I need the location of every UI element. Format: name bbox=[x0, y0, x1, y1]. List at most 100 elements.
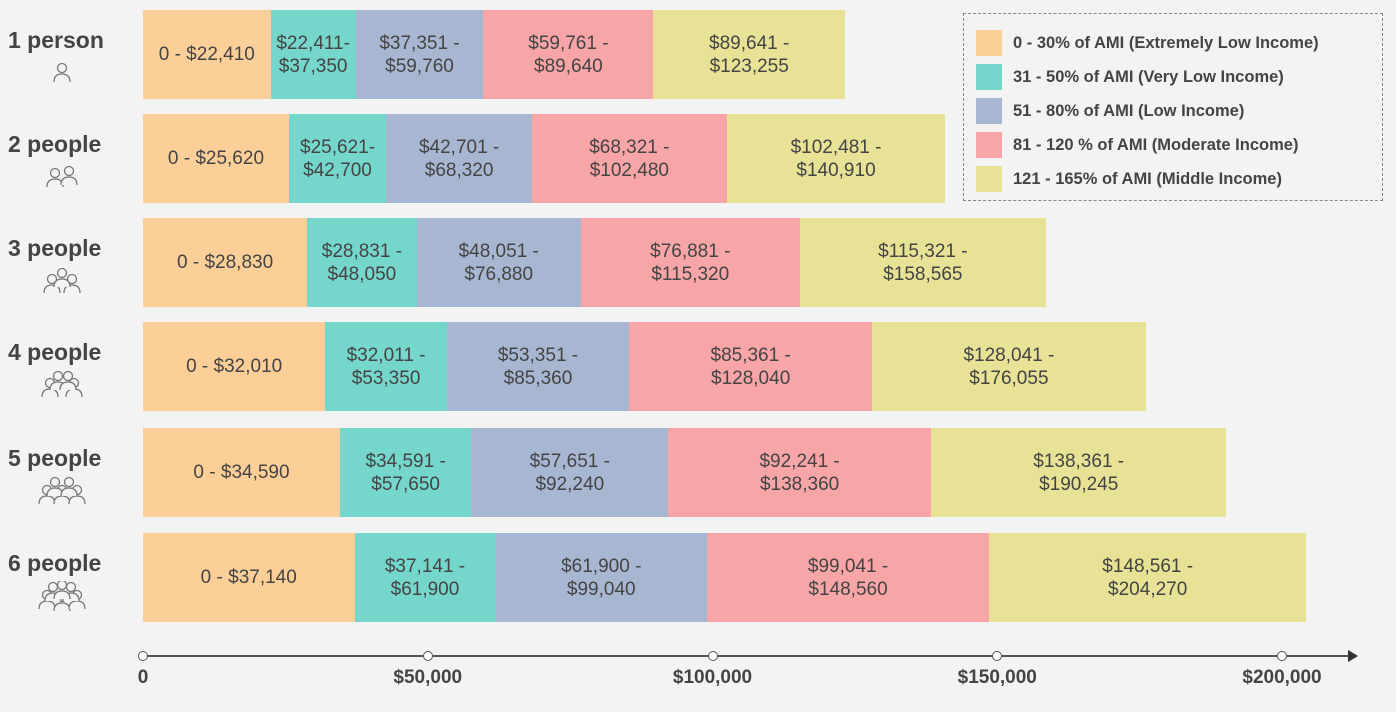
bar-segment: $128,041 - $176,055 bbox=[872, 322, 1146, 411]
people-2-icon bbox=[34, 162, 133, 197]
bar-segment-label: $85,361 - $128,040 bbox=[710, 344, 791, 389]
bar-segment-label: $53,351 - $85,360 bbox=[497, 344, 579, 389]
legend-label: 81 - 120 % of AMI (Moderate Income) bbox=[1013, 135, 1299, 154]
bar-segment-label: $68,321 - $102,480 bbox=[589, 136, 670, 181]
x-tick-mark bbox=[138, 651, 148, 661]
bar-segment: $28,831 - $48,050 bbox=[307, 218, 417, 307]
bar-segment-label: $48,051 - $76,880 bbox=[458, 240, 539, 285]
people-5-icon bbox=[34, 476, 133, 511]
bar-segment-label: $102,481 - $140,910 bbox=[790, 136, 882, 181]
row-label: 4 people bbox=[8, 338, 133, 405]
bar-segment-label: $99,041 - $148,560 bbox=[807, 555, 889, 600]
bar-segment-label: $42,701 - $68,320 bbox=[418, 136, 500, 181]
bar-segment: 0 - $34,590 bbox=[143, 428, 340, 517]
x-axis-line bbox=[145, 655, 1350, 657]
bar-segment: $42,701 - $68,320 bbox=[386, 114, 533, 203]
bar-segment-label: $92,241 - $138,360 bbox=[759, 450, 840, 495]
stacked-bar: 0 - $25,620 $25,621- $42,700 $42,701 - $68… bbox=[143, 114, 946, 203]
row-label: 6 people bbox=[8, 549, 133, 616]
bar-segment: 0 - $22,410 bbox=[143, 10, 271, 99]
legend: 0 - 30% of AMI (Extremely Low Income) 31 … bbox=[963, 13, 1383, 201]
bar-segment-label: $37,351 - $59,760 bbox=[379, 32, 460, 77]
legend-swatch bbox=[976, 98, 1002, 124]
x-tick-label: $50,000 bbox=[393, 667, 463, 688]
person-icon bbox=[34, 58, 133, 93]
legend-swatch bbox=[976, 166, 1002, 192]
bar-segment-label: $57,651 - $92,240 bbox=[529, 450, 610, 495]
legend-label: 51 - 80% of AMI (Low Income) bbox=[1013, 101, 1245, 120]
bar-segment: 0 - $32,010 bbox=[143, 322, 326, 411]
stacked-bar: 0 - $28,830 $28,831 - $48,050 $48,051 - $7… bbox=[143, 218, 1046, 307]
stacked-bar: 0 - $34,590 $34,591 - $57,650 $57,651 - $9… bbox=[143, 428, 1227, 517]
bar-segment-label: $25,621- $42,700 bbox=[300, 136, 376, 181]
legend-swatch bbox=[976, 30, 1002, 56]
legend-item: 0 - 30% of AMI (Extremely Low Income) bbox=[976, 26, 1382, 60]
x-tick-mark bbox=[1277, 651, 1287, 661]
bar-segment: $22,411- $37,350 bbox=[270, 10, 356, 99]
bar-segment-label: 0 - $34,590 bbox=[193, 462, 290, 483]
bar-segment: $34,591 - $57,650 bbox=[339, 428, 472, 517]
stacked-bar: 0 - $22,410 $22,411- $37,350 $37,351 - $59… bbox=[143, 10, 845, 99]
bar-segment-label: 0 - $22,410 bbox=[158, 44, 255, 65]
row-label-text: 6 people bbox=[8, 550, 102, 576]
bar-segment: $115,321 - $158,565 bbox=[799, 218, 1046, 307]
x-tick-label: $200,000 bbox=[1242, 667, 1322, 688]
row-label: 2 people bbox=[8, 130, 133, 197]
x-tick-mark bbox=[992, 651, 1003, 661]
bar-segment: $148,561 - $204,270 bbox=[989, 533, 1307, 622]
legend-label: 121 - 165% of AMI (Middle Income) bbox=[1013, 169, 1282, 188]
row-label-text: 5 people bbox=[8, 445, 102, 471]
x-tick-mark bbox=[422, 651, 433, 661]
legend-item: 51 - 80% of AMI (Low Income) bbox=[976, 94, 1382, 128]
x-axis-arrow-icon bbox=[1348, 650, 1358, 662]
legend-item: 31 - 50% of AMI (Very Low Income) bbox=[976, 60, 1382, 94]
x-tick-label: 0 bbox=[137, 667, 149, 688]
bar-segment-label: $61,900 - $99,040 bbox=[561, 555, 642, 600]
bar-segment-label: 0 - $25,620 bbox=[167, 148, 265, 169]
row-label: 1 person bbox=[8, 26, 133, 93]
bar-segment: $37,141 - $61,900 bbox=[354, 533, 496, 622]
bar-segment: $32,011 - $53,350 bbox=[325, 322, 447, 411]
bar-segment-label: $34,591 - $57,650 bbox=[365, 450, 446, 495]
bar-segment-label: $37,141 - $61,900 bbox=[384, 555, 466, 600]
bar-segment-label: 0 - $32,010 bbox=[186, 356, 283, 377]
bar-segment: 0 - $37,140 bbox=[143, 533, 355, 622]
bar-segment-label: $22,411- $37,350 bbox=[276, 32, 350, 77]
row-label-text: 1 person bbox=[8, 27, 104, 53]
bar-segment-label: 0 - $37,140 bbox=[200, 567, 297, 588]
bar-segment: 0 - $25,620 bbox=[143, 114, 289, 203]
stacked-bar: 0 - $37,140 $37,141 - $61,900 $61,900 - $9… bbox=[143, 533, 1307, 622]
bar-segment-label: $76,881 - $115,320 bbox=[650, 240, 731, 285]
bar-segment-label: $59,761 - $89,640 bbox=[528, 32, 609, 77]
row-label-text: 4 people bbox=[8, 339, 102, 365]
bar-segment: $57,651 - $92,240 bbox=[471, 428, 669, 517]
bar-segment-label: $89,641 - $123,255 bbox=[709, 32, 790, 77]
legend-swatch bbox=[976, 64, 1002, 90]
bar-segment-label: $128,041 - $176,055 bbox=[963, 344, 1055, 389]
bar-segment: $102,481 - $140,910 bbox=[726, 114, 946, 203]
bar-segment-label: $138,361 - $190,245 bbox=[1033, 450, 1125, 495]
people-3-icon bbox=[34, 266, 133, 301]
row-label: 5 people bbox=[8, 444, 133, 511]
legend-label: 0 - 30% of AMI (Extremely Low Income) bbox=[1013, 33, 1319, 52]
bar-segment-label: $115,321 - $158,565 bbox=[878, 240, 968, 285]
bar-segment: $99,041 - $148,560 bbox=[707, 533, 990, 622]
bar-segment: $25,621- $42,700 bbox=[288, 114, 387, 203]
legend-item: 121 - 165% of AMI (Middle Income) bbox=[976, 162, 1382, 196]
people-6-icon bbox=[34, 579, 133, 616]
bar-segment: $92,241 - $138,360 bbox=[668, 428, 931, 517]
bar-segment-label: $148,561 - $204,270 bbox=[1102, 555, 1194, 600]
x-tick-label: $150,000 bbox=[957, 667, 1037, 688]
bar-segment-label: $32,011 - $53,350 bbox=[346, 344, 426, 389]
people-4-icon bbox=[34, 370, 133, 405]
legend-label: 31 - 50% of AMI (Very Low Income) bbox=[1013, 67, 1284, 86]
bar-segment: $59,761 - $89,640 bbox=[483, 10, 654, 99]
bar-segment-label: 0 - $28,830 bbox=[177, 252, 274, 273]
bar-segment: $61,900 - $99,040 bbox=[495, 533, 708, 622]
bar-segment: $48,051 - $76,880 bbox=[416, 218, 581, 307]
bar-segment-label: $28,831 - $48,050 bbox=[321, 240, 403, 285]
row-label-text: 3 people bbox=[8, 235, 102, 261]
bar-segment: $68,321 - $102,480 bbox=[532, 114, 727, 203]
bar-segment: $85,361 - $128,040 bbox=[629, 322, 873, 411]
